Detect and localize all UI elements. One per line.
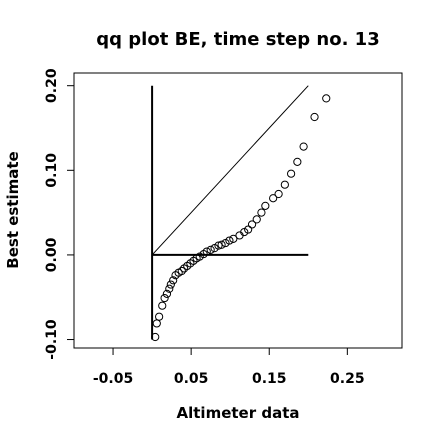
data-point bbox=[229, 234, 238, 243]
x-tick-label: 0.15 bbox=[252, 371, 287, 387]
data-point bbox=[247, 220, 257, 229]
data-point bbox=[261, 201, 270, 210]
data-point bbox=[257, 208, 266, 217]
data-point bbox=[310, 112, 319, 122]
data-point bbox=[169, 276, 178, 285]
data-point bbox=[166, 280, 175, 289]
data-point bbox=[151, 332, 160, 342]
data-point bbox=[202, 247, 211, 256]
data-point bbox=[274, 189, 283, 199]
data-point bbox=[269, 194, 278, 203]
data-point bbox=[322, 94, 331, 103]
data-point bbox=[177, 266, 186, 276]
y-tick-label: 0.00 bbox=[44, 237, 60, 272]
data-point bbox=[225, 236, 234, 245]
data-point bbox=[206, 245, 215, 254]
x-tick-label: -0.05 bbox=[93, 371, 133, 387]
identity-line bbox=[151, 85, 309, 256]
data-point bbox=[160, 293, 169, 303]
x-axis: -0.05 0.05 0.15 0.25 bbox=[93, 347, 365, 387]
reference-lines bbox=[151, 85, 309, 340]
x-tick-label: 0.25 bbox=[330, 371, 365, 387]
y-tick-label: -0.10 bbox=[44, 319, 60, 360]
data-point bbox=[287, 169, 296, 178]
data-point bbox=[252, 215, 261, 224]
data-point bbox=[280, 180, 289, 189]
data-point bbox=[299, 142, 308, 151]
data-point bbox=[244, 225, 253, 234]
data-point bbox=[155, 312, 164, 321]
y-tick-label: 0.20 bbox=[44, 68, 60, 103]
plot-frame bbox=[73, 72, 403, 349]
y-tick-label: 0.10 bbox=[44, 153, 60, 188]
data-point bbox=[158, 301, 167, 310]
y-axis: -0.10 0.00 0.10 0.20 bbox=[44, 68, 75, 360]
data-point bbox=[217, 240, 226, 249]
data-point bbox=[162, 289, 172, 298]
x-axis-label: Altimeter data bbox=[177, 404, 300, 422]
x-tick-label: 0.05 bbox=[174, 371, 209, 387]
data-point bbox=[214, 241, 223, 250]
data-point bbox=[165, 284, 174, 293]
chart-title: qq plot BE, time step no. 13 bbox=[96, 29, 379, 50]
data-point bbox=[293, 157, 302, 166]
data-point bbox=[152, 319, 161, 328]
data-points bbox=[151, 94, 331, 342]
y-axis-label: Best estimate bbox=[4, 151, 22, 268]
